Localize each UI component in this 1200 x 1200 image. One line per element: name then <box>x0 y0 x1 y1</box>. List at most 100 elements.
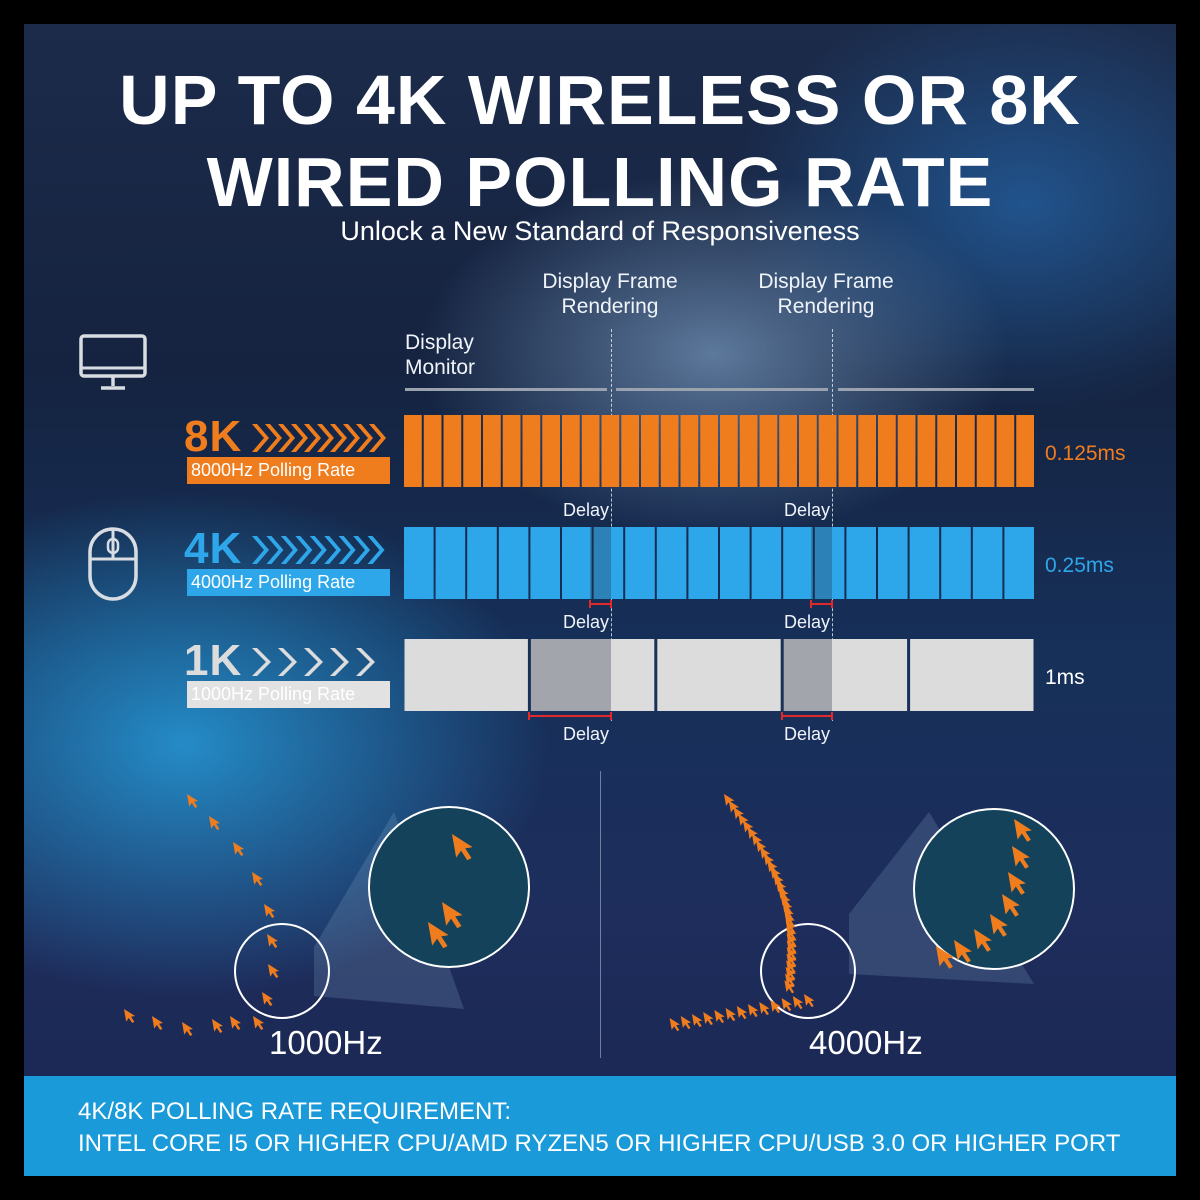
polling-segment <box>656 527 687 599</box>
frame-boundary-line <box>611 329 612 721</box>
cursor-arrow-icon <box>262 992 273 1006</box>
cursor-arrow-icon <box>784 980 795 994</box>
polling-segment <box>937 415 955 487</box>
cursor-arrow-icon <box>714 1010 725 1024</box>
polling-segment <box>404 639 528 711</box>
row-8k-tag: 8000Hz Polling Rate <box>187 457 390 484</box>
chevron-arrow <box>330 648 349 676</box>
polling-segment <box>530 639 655 711</box>
cursor-arrow-icon <box>1002 894 1020 917</box>
polling-segment <box>660 415 679 487</box>
chevron-arrow <box>291 424 308 452</box>
polling-segment <box>502 415 521 487</box>
chevron-arrow <box>356 424 373 452</box>
chevron-arrow <box>356 648 375 676</box>
delay-label: Delay <box>563 724 610 744</box>
delay-label: Delay <box>784 500 831 520</box>
chevron-arrow <box>278 648 297 676</box>
polling-segment <box>498 527 529 599</box>
polling-segment <box>621 415 639 487</box>
header-display-monitor: Display Monitor <box>405 331 476 379</box>
chevron-arrow <box>353 536 371 564</box>
polling-segment <box>941 527 971 599</box>
polling-segment <box>483 415 501 487</box>
polling-segment <box>593 527 624 599</box>
header-frame-rendering-2: Display Frame Rendering <box>758 270 894 318</box>
chevron-arrow <box>317 424 334 452</box>
cursor-arrow-icon <box>990 914 1008 937</box>
delay-label: Delay <box>563 612 610 632</box>
polling-segment <box>404 415 422 487</box>
row-1k-interval: 1ms <box>1045 666 1085 689</box>
comparison-divider <box>600 771 601 1058</box>
cursor-arrow-icon <box>759 1002 770 1016</box>
cursor-arrow-icon <box>230 1016 241 1030</box>
chevron-arrow <box>280 536 298 564</box>
polling-segment <box>435 527 466 599</box>
polling-segment <box>917 415 936 487</box>
cursor-arrow-icon <box>152 1016 163 1030</box>
polling-segment <box>739 415 758 487</box>
polling-segment <box>1016 415 1034 487</box>
polling-segment <box>799 415 817 487</box>
row-4k-label: 4K <box>184 524 243 573</box>
chevron-arrow <box>338 536 356 564</box>
chevron-arrow <box>295 536 313 564</box>
cursor-arrow-icon <box>1008 872 1026 895</box>
polling-segment <box>562 415 580 487</box>
polling-segment <box>1004 527 1034 599</box>
chevron-arrows-icon <box>252 536 385 564</box>
cursor-arrow-icon <box>974 929 992 952</box>
footer-requirement-title: 4K/8K POLLING RATE REQUIREMENT: <box>78 1098 511 1125</box>
polling-segment <box>783 639 908 711</box>
polling-segment <box>641 415 659 487</box>
cursor-arrow-icon <box>1014 819 1032 842</box>
requirements-footer: 4K/8K POLLING RATE REQUIREMENT: INTEL CO… <box>24 1076 1176 1176</box>
cursor-trail-comparison <box>124 794 1075 1036</box>
cursor-arrow-icon <box>692 1014 703 1028</box>
cursor-arrow-icon <box>936 946 954 969</box>
chevron-arrow <box>252 424 269 452</box>
cursor-arrow-icon <box>748 1004 759 1018</box>
chevron-arrow <box>369 424 386 452</box>
polling-segment <box>562 527 592 599</box>
cursor-arrow-icon <box>703 1012 714 1026</box>
cursor-arrow-icon <box>209 816 220 830</box>
cursor-arrow-icon <box>233 842 244 856</box>
polling-segment <box>443 415 462 487</box>
polling-segment <box>601 415 620 487</box>
polling-segment <box>910 639 1034 711</box>
cursor-arrow-icon <box>669 1018 680 1032</box>
chevron-arrow <box>278 424 295 452</box>
polling-segment <box>720 527 750 599</box>
chevron-arrows-icon <box>252 648 375 676</box>
magnifier-circle-icon <box>760 923 856 1019</box>
row-4k-tag: 4000Hz Polling Rate <box>187 569 390 596</box>
timeline-rule <box>616 388 828 391</box>
subtitle: Unlock a New Standard of Responsiveness <box>340 216 860 246</box>
polling-segment <box>542 415 560 487</box>
row-4k-interval: 0.25ms <box>1045 554 1114 577</box>
cursor-arrow-icon <box>954 940 972 963</box>
mouse-icon <box>88 527 138 601</box>
comparison-label-left: 1000Hz <box>269 1024 383 1061</box>
chevron-arrow <box>367 536 385 564</box>
magnifier-circle-icon <box>368 806 530 968</box>
cursor-arrow-icon <box>187 794 198 808</box>
comparison-label-right: 4000Hz <box>809 1024 923 1061</box>
polling-segment <box>463 415 481 487</box>
chevron-arrow <box>309 536 327 564</box>
polling-segment <box>878 415 896 487</box>
cursor-arrow-icon <box>442 902 463 929</box>
row-1k-tag: 1000Hz Polling Rate <box>187 681 390 708</box>
polling-segment <box>423 415 442 487</box>
cursor-arrow-icon <box>1012 846 1030 869</box>
delay-label: Delay <box>784 724 831 744</box>
polling-segment <box>878 527 908 599</box>
chevron-arrow <box>266 536 284 564</box>
cursor-arrow-icon <box>252 872 263 886</box>
chevron-arrow <box>252 536 269 564</box>
polling-segment <box>404 527 434 599</box>
delay-label: Delay <box>784 612 831 632</box>
row-1k-label: 1K <box>184 636 243 685</box>
